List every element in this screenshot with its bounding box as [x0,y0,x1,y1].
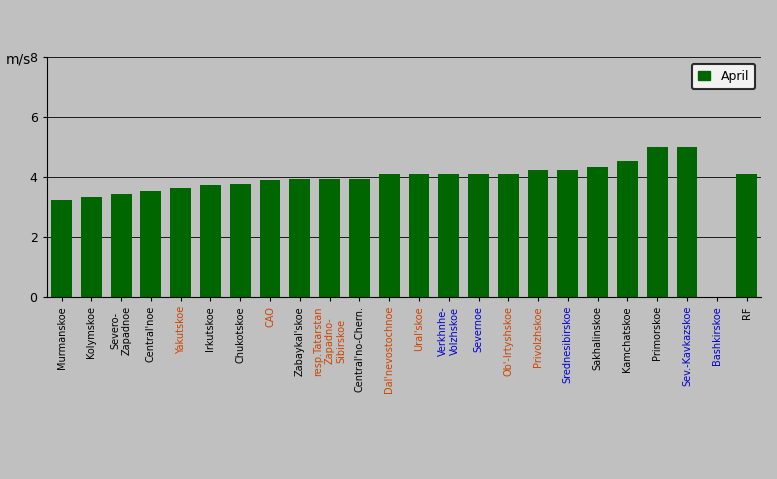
Legend: April: April [692,64,755,89]
Bar [230,184,251,297]
Bar [110,194,131,297]
Bar [587,167,608,297]
Bar [557,170,578,297]
Bar [528,170,549,297]
Bar [617,161,638,297]
Y-axis label: m/s: m/s [5,53,30,67]
Bar [319,179,340,297]
Bar [260,180,280,297]
Bar [200,185,221,297]
Bar [409,174,430,297]
Bar [677,148,698,297]
Bar [289,179,310,297]
Bar [438,174,459,297]
Bar [141,191,162,297]
Bar [170,188,191,297]
Bar [378,174,399,297]
Bar [646,148,667,297]
Bar [349,179,370,297]
Bar [81,197,102,297]
Bar [468,174,489,297]
Bar [51,200,72,297]
Bar [498,174,519,297]
Bar [736,174,757,297]
